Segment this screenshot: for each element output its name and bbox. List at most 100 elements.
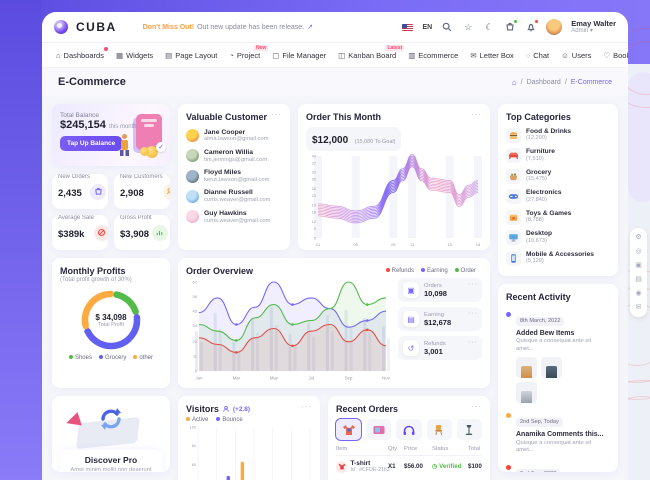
monthly-profits-card: Monthly Profits (Total profit growth of … bbox=[52, 258, 170, 388]
activity-item[interactable]: 2nd Sep, Today Anamika Comments this... … bbox=[506, 410, 610, 454]
svg-text:0: 0 bbox=[195, 368, 198, 373]
product-thumb[interactable] bbox=[516, 357, 537, 379]
profits-donut-chart bbox=[78, 287, 144, 358]
tab-tv[interactable] bbox=[366, 419, 392, 440]
product-thumb[interactable] bbox=[541, 357, 562, 379]
dashboard-content: Total Balance $245,154 this month Tap Up… bbox=[42, 96, 628, 480]
svg-text:5: 5 bbox=[314, 236, 316, 240]
breadcrumb-home-icon[interactable]: ⌂ bbox=[511, 77, 517, 87]
category-electronics[interactable]: Electronics (27,840) bbox=[506, 189, 610, 204]
tab-lamp[interactable] bbox=[456, 419, 483, 440]
card-title: Monthly Profits bbox=[60, 266, 126, 276]
visitors-delta: (+2.8) bbox=[232, 405, 251, 413]
more-menu-icon[interactable]: ··· bbox=[468, 339, 478, 346]
mail-icon[interactable]: ✉ bbox=[635, 304, 642, 311]
product-thumb[interactable] bbox=[516, 382, 537, 404]
category-furniture[interactable]: Furniture (7,510) bbox=[506, 148, 610, 163]
order-amount: $12,000 bbox=[312, 135, 349, 146]
breadcrumb-parent[interactable]: Dashboard bbox=[526, 78, 561, 86]
more-menu-icon[interactable]: ··· bbox=[301, 402, 312, 411]
stat-new-customers[interactable]: New Customers 2,908 ↑+20% bbox=[114, 174, 170, 209]
timeline-dot bbox=[506, 413, 511, 419]
svg-text:05: 05 bbox=[353, 242, 358, 247]
top-up-balance-button[interactable]: Tap Up Balance bbox=[60, 136, 123, 151]
cart-icon[interactable] bbox=[504, 19, 519, 33]
target-icon[interactable]: ◎ bbox=[635, 248, 642, 255]
category-desktop[interactable]: Desktop (10,673) bbox=[506, 230, 610, 245]
language-label[interactable]: EN bbox=[422, 23, 433, 31]
refund-arrow-icon: ↺ bbox=[403, 340, 419, 356]
nav-item-file-manager[interactable]: ▢ File Manager bbox=[272, 50, 327, 60]
customer-row[interactable]: Guy Hawkins curtis.weaver@gmail.com bbox=[186, 210, 282, 224]
nav-item-bookmarks[interactable]: ♡Bookms bbox=[603, 50, 628, 60]
stat-cards: New Orders 2,435 ↑+50% New Customers 2,9… bbox=[52, 174, 170, 250]
nav-item-chat[interactable]: ◌ Chat bbox=[525, 50, 550, 60]
tab-tshirt[interactable] bbox=[334, 418, 363, 441]
chair-icon bbox=[435, 424, 443, 435]
more-menu-icon[interactable]: ··· bbox=[471, 110, 482, 119]
nav-item-ecommerce[interactable]: ▥ Ecommerce bbox=[408, 50, 459, 60]
nav-item-users[interactable]: ☺ Users bbox=[561, 50, 592, 60]
announcement-bar[interactable]: Don't Miss Out! Out new update has been … bbox=[142, 23, 314, 32]
nav-item-page-layout[interactable]: ▤ Page Layout bbox=[165, 50, 218, 60]
star-icon[interactable]: ☆ bbox=[464, 21, 473, 32]
orders-mini-card[interactable]: ▣ Orders 10,098 ··· bbox=[398, 278, 482, 302]
orders-table-header: Item Qty Price Status Total Price bbox=[336, 446, 482, 456]
svg-text:100: 100 bbox=[190, 425, 196, 429]
moon-icon[interactable]: ☾ bbox=[485, 21, 494, 32]
bell-icon[interactable] bbox=[525, 19, 540, 33]
stat-gross-profit[interactable]: Gross Profit $3,908 ↑+80% bbox=[114, 215, 170, 250]
stat-new-orders[interactable]: New Orders 2,435 ↑+50% bbox=[52, 174, 108, 209]
svg-text:37: 37 bbox=[312, 161, 316, 165]
valuable-customer-card: Valuable Customer ··· Jane Cooper alma.la… bbox=[178, 104, 290, 250]
nav-item-widgets[interactable]: ▦ Widgets bbox=[115, 50, 154, 60]
announcement-highlight: Don't Miss Out! bbox=[142, 23, 195, 31]
user-info[interactable]: Emay Walter Admin ▾ bbox=[571, 19, 616, 35]
svg-text:56: 56 bbox=[193, 294, 198, 299]
category-mobile-accessories[interactable]: Mobile & Accessories (5,129) bbox=[506, 250, 610, 266]
order-goal-pill: $12,000 (15,080 To Goal) bbox=[306, 127, 402, 151]
nav-item-kanban-board[interactable]: ◫ Kanban Board Latest bbox=[338, 44, 405, 60]
card-title: Top Categories bbox=[506, 112, 571, 122]
sale-slash-icon bbox=[93, 224, 108, 241]
avatar bbox=[186, 169, 199, 183]
customer-row[interactable]: Floyd Miles kenzi.lawson@gmail.com bbox=[186, 169, 282, 183]
tab-headphones[interactable] bbox=[396, 419, 422, 440]
more-menu-icon[interactable]: ··· bbox=[471, 402, 482, 411]
customer-row[interactable]: Dianne Russell curtis.weaver@gmail.com bbox=[186, 189, 282, 203]
nav-item-dashboards[interactable]: ⌂ Dashboards bbox=[56, 46, 108, 60]
customer-row[interactable]: Jane Cooper alma.lawson@gmail.com bbox=[186, 129, 282, 142]
visitors-card: Visitors (+2.8) ··· Active Bounce 204060… bbox=[178, 396, 320, 480]
earning-mini-card[interactable]: ▤ Earning $12,678 ··· bbox=[398, 307, 482, 331]
svg-text:22: 22 bbox=[193, 339, 198, 344]
refunds-mini-card[interactable]: ↺ Refunds 3,001 ··· bbox=[398, 336, 482, 360]
activity-item[interactable]: 3nd Sep, 2022 Jacksion Purchase Quisque … bbox=[506, 462, 610, 472]
top-categories-card: Top Categories Food & Drinks (12,200) Fur… bbox=[498, 104, 618, 276]
layout-icon[interactable]: ▤ bbox=[635, 276, 642, 283]
more-menu-icon[interactable]: ··· bbox=[271, 110, 282, 119]
more-menu-icon[interactable]: ··· bbox=[468, 281, 478, 288]
search-icon[interactable] bbox=[441, 21, 453, 33]
settings-gear-icon[interactable]: ⚙ bbox=[635, 234, 642, 241]
category-toys-games[interactable]: Toys & Games (8,788) bbox=[506, 209, 610, 225]
orders-bag-icon bbox=[90, 183, 107, 200]
profits-legend: Shoes Grocery other bbox=[60, 355, 162, 361]
sync-arrows-icon bbox=[101, 408, 121, 430]
language-flag-icon[interactable] bbox=[402, 21, 414, 33]
activity-item[interactable]: 8th March, 2022 Added Bew Items Quisque … bbox=[506, 309, 610, 404]
nav-item-project[interactable]: ◔ Project New bbox=[229, 44, 269, 60]
announcement-link-icon[interactable]: ↗ bbox=[307, 24, 314, 31]
stat-average-sale[interactable]: Average Sale $389k ↓-10% bbox=[52, 215, 108, 250]
nav-item-letter-box[interactable]: ✉ Letter Box bbox=[470, 50, 514, 60]
user-avatar[interactable] bbox=[546, 19, 563, 35]
customer-row[interactable]: Cameron Willia tim.jennings@gmail.com bbox=[186, 149, 282, 163]
total-profit-value: $ 34,098 bbox=[95, 312, 127, 322]
category-grocery[interactable]: Grocery (15,475) bbox=[506, 168, 610, 184]
box-icon[interactable]: ▣ bbox=[635, 262, 642, 269]
record-icon[interactable]: ◉ bbox=[635, 290, 642, 297]
more-menu-icon[interactable]: ··· bbox=[468, 310, 478, 317]
page-title: E-Commerce bbox=[58, 76, 126, 88]
tab-chair[interactable] bbox=[426, 419, 452, 440]
order-row-tshirt[interactable]: T-shirt Id : #CFOE-2163 X1 $56.00 ◷ Verif… bbox=[336, 460, 482, 473]
category-food-drinks[interactable]: Food & Drinks (12,200) bbox=[506, 127, 610, 143]
